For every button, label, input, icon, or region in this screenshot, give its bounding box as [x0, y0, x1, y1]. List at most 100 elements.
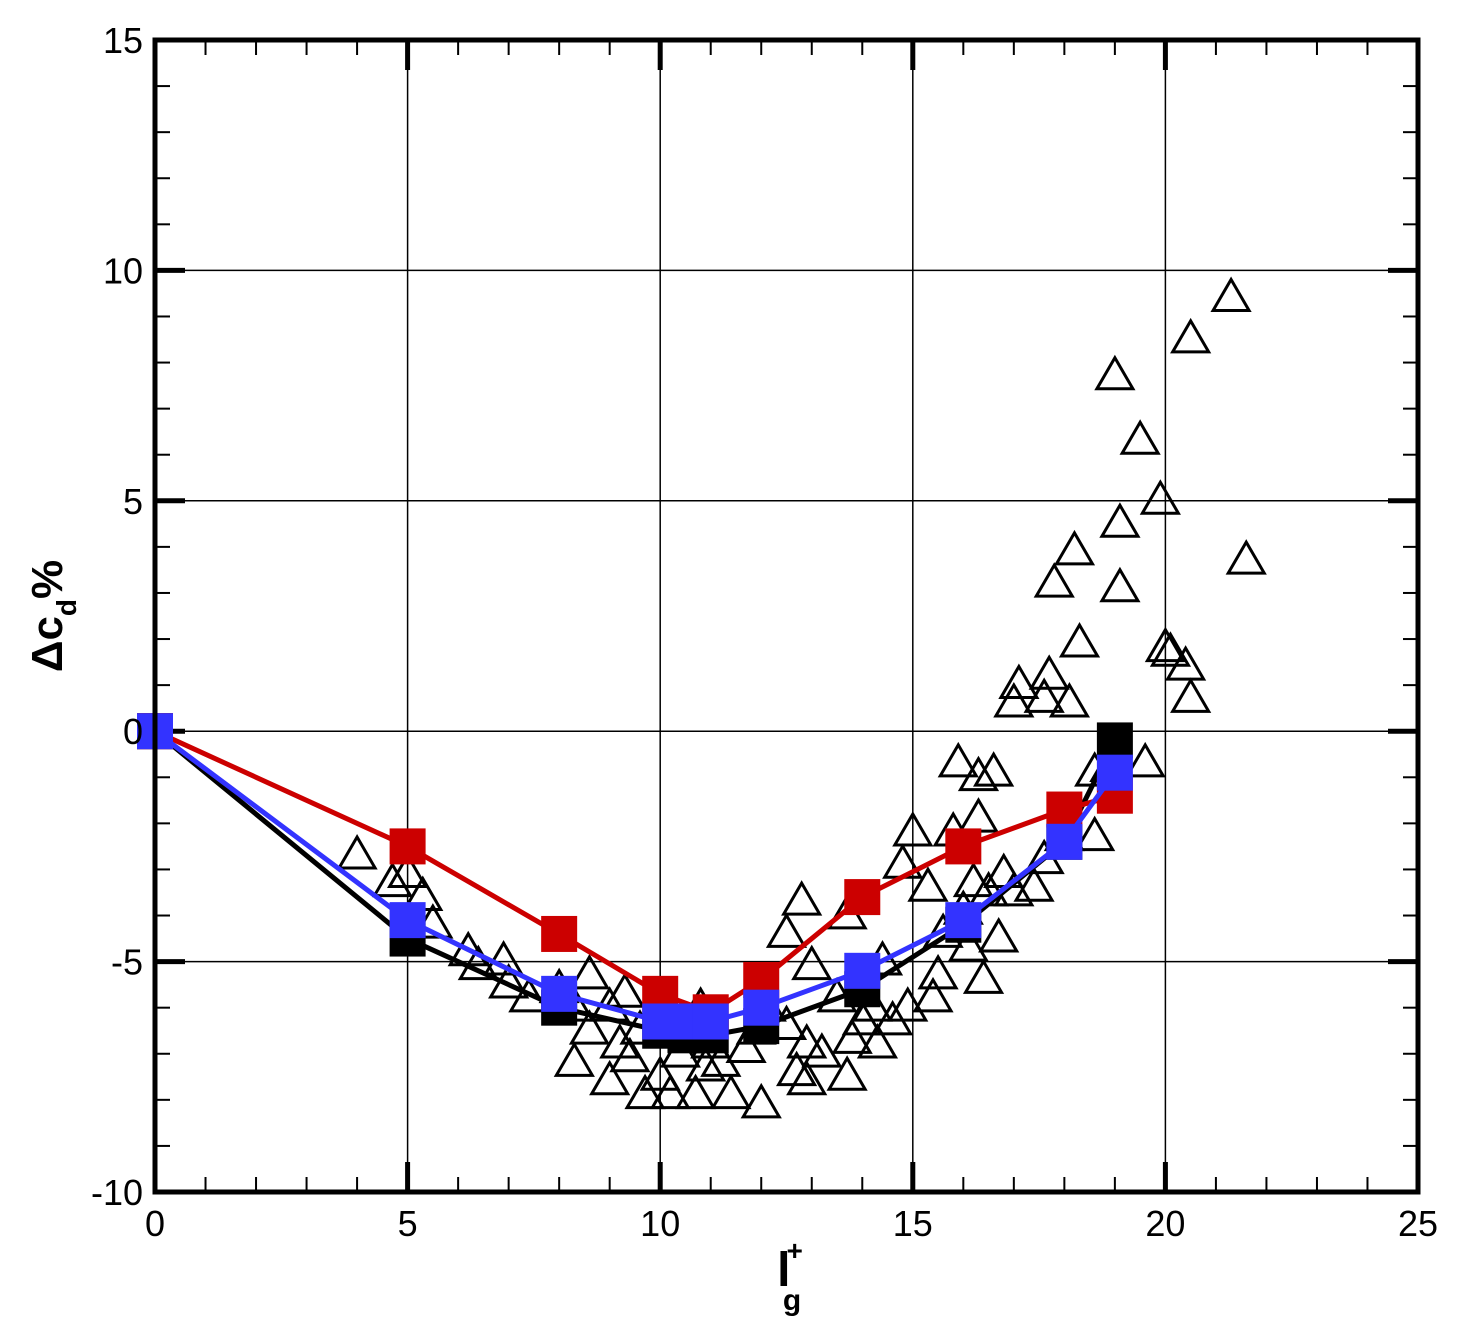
triangle-point — [1074, 815, 1116, 852]
x-tick-label: 5 — [398, 1203, 418, 1244]
triangle-point — [674, 1073, 717, 1110]
triangle-point — [1033, 562, 1075, 598]
x-tick-label: 10 — [640, 1203, 680, 1244]
triangle-point — [1124, 741, 1166, 778]
triangle-point — [1149, 631, 1192, 667]
square-point — [1096, 754, 1133, 791]
triangle-point — [1058, 622, 1101, 658]
y-tick-label: 5 — [123, 481, 143, 522]
plot-frame — [152, 37, 1421, 1195]
triangle-point — [775, 1050, 818, 1087]
triangle-point — [1099, 566, 1141, 603]
y-tick-label: -5 — [111, 942, 143, 983]
square-point — [692, 1003, 729, 1040]
triangle-point — [371, 861, 414, 898]
triangle-point — [1170, 317, 1212, 354]
triangle-point — [1053, 529, 1096, 566]
series-2 — [137, 713, 1133, 1031]
triangle-point — [826, 1055, 868, 1091]
triangle-point — [624, 1073, 666, 1110]
series-layer — [137, 276, 1267, 1119]
triangle-point — [1023, 677, 1065, 713]
triangle-point — [887, 986, 929, 1022]
x-axis-title-sub: g — [783, 1284, 801, 1317]
triangle-point — [336, 834, 378, 870]
triangle-point — [765, 912, 808, 948]
triangle-point — [937, 741, 979, 778]
triangle-point — [1094, 354, 1136, 391]
triangle-point — [791, 944, 833, 981]
triangle-point — [604, 972, 646, 1008]
triangle-point — [1028, 654, 1070, 690]
triangle-point — [892, 810, 934, 847]
x-axis-title: l+ g — [777, 1235, 803, 1317]
triangle-point — [710, 1073, 752, 1110]
square-point — [844, 879, 881, 916]
x-tick-label: 25 — [1398, 1203, 1438, 1244]
series-3 — [137, 713, 1133, 1040]
y-tick-label: 10 — [103, 250, 143, 291]
triangle-point — [568, 953, 611, 990]
x-tick-label: 15 — [893, 1203, 933, 1244]
triangle-point — [786, 1059, 828, 1096]
triangle-point — [553, 1041, 595, 1077]
triangle-point — [957, 755, 1000, 792]
triangle-point — [725, 1027, 767, 1064]
triangle-point — [998, 663, 1040, 700]
triangle-point — [962, 958, 1005, 994]
triangle-point — [1119, 419, 1161, 455]
triangle-point — [589, 1059, 631, 1096]
triangle-point — [649, 1073, 691, 1110]
x-tick-label: 0 — [145, 1203, 165, 1244]
y-axis-title-prefix: Δc — [23, 616, 72, 672]
y-axis-title-sub: d — [51, 599, 82, 616]
triangle-point — [912, 976, 954, 1013]
square-point — [1046, 823, 1083, 860]
triangle-point — [740, 1082, 782, 1119]
triangle-point — [841, 999, 883, 1036]
y-tick-label: 0 — [123, 711, 143, 752]
y-axis-title: Δcd% — [23, 560, 82, 672]
triangle-point — [993, 681, 1035, 718]
square-point — [844, 952, 881, 989]
triangle-point — [609, 1036, 651, 1073]
y-axis-title-suffix: % — [23, 560, 72, 599]
triangle-point — [386, 852, 429, 888]
triangle-point — [457, 944, 499, 981]
triangle-point — [973, 751, 1015, 787]
triangle-point — [978, 916, 1020, 953]
triangle-point — [952, 861, 995, 898]
triangle-point — [568, 1009, 611, 1045]
y-tick-label: -10 — [91, 1172, 143, 1213]
triangle-point — [1170, 677, 1212, 713]
square-point — [945, 828, 982, 865]
triangle-point — [831, 1018, 873, 1054]
x-axis-title-main: l — [777, 1244, 790, 1297]
triangle-point — [1225, 539, 1267, 575]
triangle-point — [1013, 866, 1055, 902]
triangle-point — [871, 999, 914, 1036]
square-point — [743, 989, 780, 1026]
square-point — [389, 902, 426, 939]
triangle-point — [856, 1022, 899, 1059]
square-point — [541, 915, 578, 952]
x-axis-title-sup: + — [786, 1235, 802, 1266]
triangle-point — [1099, 502, 1141, 538]
series-line — [153, 728, 1116, 1015]
triangle-point — [1139, 479, 1181, 515]
x-tick-label: 20 — [1145, 1203, 1185, 1244]
square-point — [541, 975, 578, 1012]
triangle-point — [801, 1032, 843, 1068]
y-tick-label: 15 — [103, 20, 143, 61]
square-point — [389, 828, 426, 865]
triangle-point — [957, 797, 1000, 833]
triangle-point — [1210, 276, 1252, 312]
square-point — [945, 902, 982, 939]
square-point — [1096, 722, 1133, 759]
triangle-point — [917, 953, 959, 990]
triangle-point — [947, 926, 989, 962]
triangle-point — [1144, 626, 1187, 663]
tick-labels: 0 5 10 15 20 25 -10 -5 0 5 10 15 — [91, 20, 1438, 1244]
triangle-point — [1165, 645, 1207, 681]
